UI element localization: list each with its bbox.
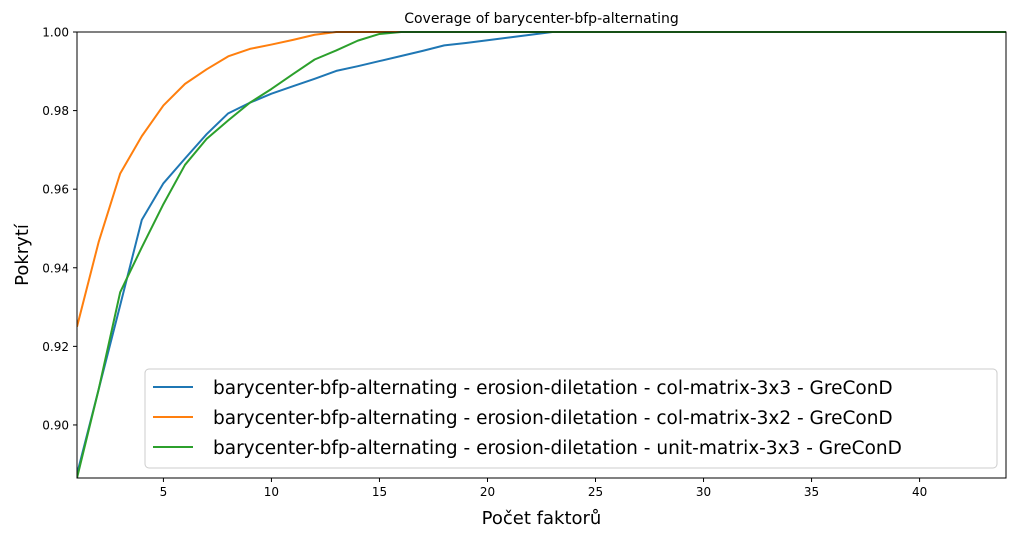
legend-label-3: barycenter-bfp-alternating - erosion-dil… [213, 438, 902, 459]
legend-label-1: barycenter-bfp-alternating - erosion-dil… [213, 378, 893, 399]
x-tick-label: 35 [804, 485, 819, 499]
y-tick-label: 0.98 [42, 104, 69, 118]
chart-title: Coverage of barycenter-bfp-alternating [404, 11, 679, 27]
x-tick-label: 25 [588, 485, 603, 499]
x-axis-label: Počet faktorů [482, 508, 602, 529]
legend: barycenter-bfp-alternating - erosion-dil… [144, 368, 998, 469]
x-tick-label: 30 [696, 485, 711, 499]
x-tick-label: 5 [160, 485, 168, 499]
y-tick-label: 0.92 [42, 340, 69, 354]
y-axis-label: Pokrytí [12, 223, 33, 286]
y-tick-label: 0.90 [42, 418, 69, 432]
x-tick-label: 20 [480, 485, 495, 499]
axis-ticks: 5 10 15 20 25 30 35 40 0.90 0.92 0.94 0.96 0.98 1.00 [42, 26, 927, 500]
legend-box [144, 368, 998, 469]
y-tick-label: 1.00 [42, 26, 69, 40]
x-tick-label: 10 [264, 485, 279, 499]
legend-label-2: barycenter-bfp-alternating - erosion-dil… [213, 408, 893, 429]
x-tick-label: 40 [912, 485, 927, 499]
y-tick-label: 0.96 [42, 183, 69, 197]
y-tick-label: 0.94 [42, 261, 69, 275]
x-tick-label: 15 [372, 485, 387, 499]
plot-frame [76, 31, 1007, 479]
